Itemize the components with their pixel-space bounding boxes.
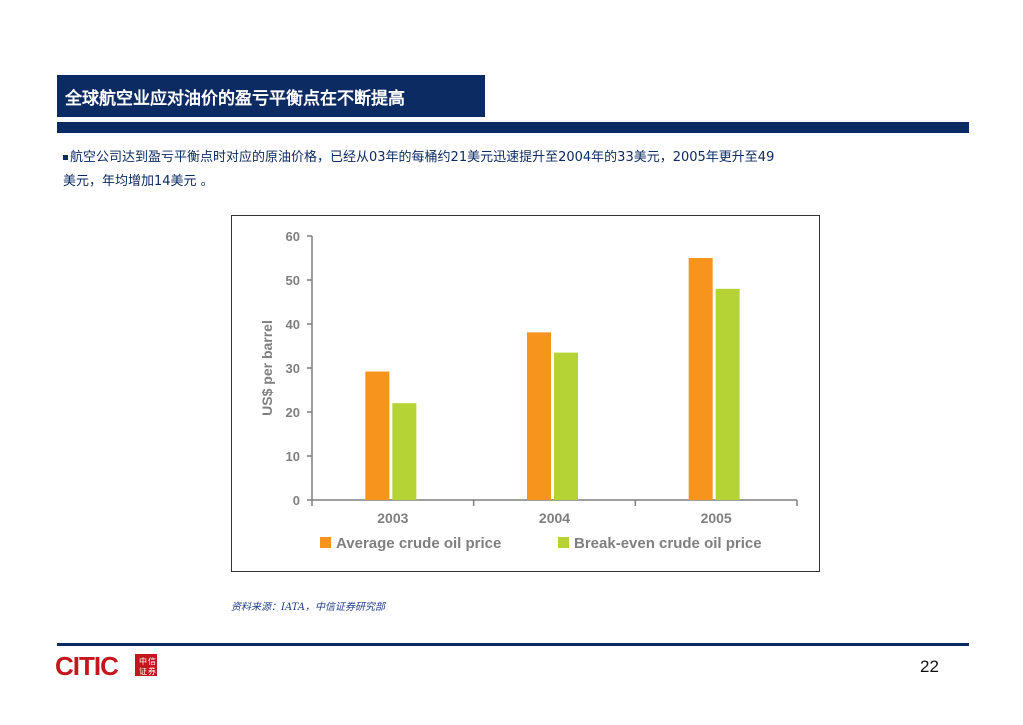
y-axis-label: US$ per barrel [259, 320, 275, 416]
logo-wordmark: CITIC [55, 651, 119, 680]
bar-breakeven-2003 [392, 403, 417, 500]
page-title-text: 全球航空业应对油价的盈亏平衡点在不断提高 [65, 88, 405, 109]
x-tick-label: 2003 [377, 510, 408, 526]
bar-chart: 0 10 20 30 40 50 60 US$ per barrel 2003 2004 2005 A… [259, 229, 798, 552]
logo-seal-char-1: 中 [139, 656, 147, 666]
chart-frame: 0 10 20 30 40 50 60 US$ per barrel 2003 2004 2005 A… [231, 215, 820, 572]
logo-seal [135, 654, 157, 676]
x-tick-label: 2005 [701, 510, 732, 526]
y-tick-label: 40 [286, 317, 300, 332]
x-tick-label: 2004 [539, 510, 570, 526]
summary-line-1: 航空公司达到盈亏平衡点时对应的原油价格，已经从03年的每桶约21美元迅速提升至2… [70, 150, 775, 165]
bullet-square-icon [63, 155, 68, 160]
page-title: 全球航空业应对油价的盈亏平衡点在不断提高 [57, 75, 485, 117]
source-note: 资料来源：IATA，中信证券研究部 [231, 602, 385, 613]
y-tick-label: 60 [286, 229, 300, 244]
summary-paragraph: 航空公司达到盈亏平衡点时对应的原油价格，已经从03年的每桶约21美元迅速提升至2… [63, 146, 968, 194]
bar-average-2005 [688, 258, 713, 500]
y-tick-label: 50 [286, 273, 300, 288]
legend-label-breakeven: Break-even crude oil price [574, 535, 762, 552]
citic-logo: CITIC 中 信 证 券 [55, 651, 157, 680]
bar-average-2004 [527, 332, 551, 500]
y-tick-label: 20 [286, 405, 300, 420]
y-tick-label: 0 [293, 493, 300, 508]
footer-divider [57, 643, 969, 646]
y-tick-label: 30 [286, 361, 300, 376]
title-divider-bar [57, 122, 969, 133]
y-tick-label: 10 [286, 449, 300, 464]
legend-swatch-breakeven [558, 537, 569, 548]
logo-seal-char-4: 券 [148, 666, 156, 676]
bar-breakeven-2005 [715, 288, 740, 500]
logo-seal-char-2: 信 [148, 656, 156, 666]
page-number: 22 [920, 657, 939, 676]
bar-breakeven-2004 [554, 352, 578, 500]
legend-swatch-average [320, 537, 331, 548]
bar-average-2003 [365, 371, 390, 500]
legend-label-average: Average crude oil price [336, 535, 501, 552]
logo-seal-char-3: 证 [139, 667, 147, 676]
summary-line-2: 美元，年均增加14美元 。 [63, 174, 214, 189]
